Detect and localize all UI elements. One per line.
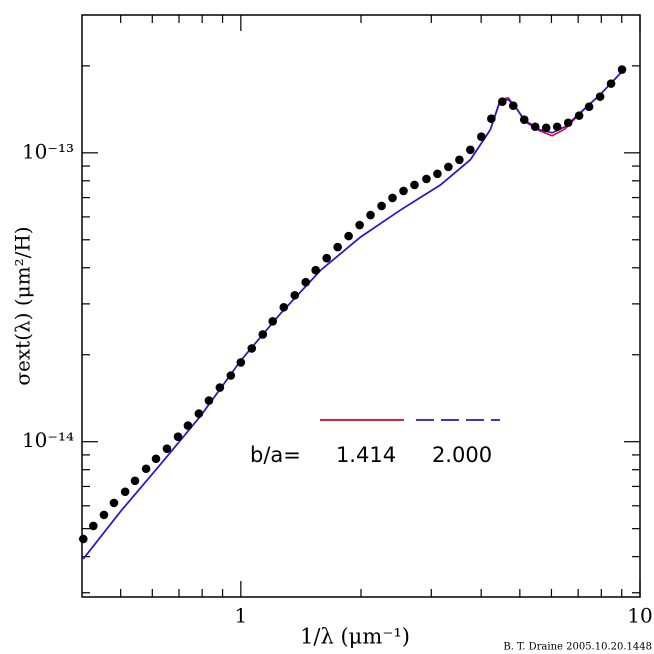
data-point xyxy=(519,115,529,125)
data-point xyxy=(333,242,342,252)
data-point xyxy=(109,498,119,508)
data-point xyxy=(606,79,616,88)
data-point xyxy=(617,65,627,74)
data-point xyxy=(99,510,109,520)
data-point xyxy=(268,317,278,326)
data-point xyxy=(595,92,605,101)
x-tick-label: 10 xyxy=(627,604,652,628)
credit: B. T. Draine 2005.10.20.1448 xyxy=(503,642,652,653)
data-point xyxy=(141,464,151,474)
data-point xyxy=(574,111,584,120)
legend-label: 1.414 xyxy=(336,443,396,467)
data-point xyxy=(388,193,397,203)
data-point xyxy=(552,122,562,132)
data-point xyxy=(563,118,573,128)
data-point xyxy=(173,432,183,441)
data-point xyxy=(120,487,130,497)
data-point xyxy=(301,277,311,287)
data-point xyxy=(322,253,332,263)
data-point xyxy=(487,114,496,123)
data-point xyxy=(236,358,246,367)
data-point xyxy=(279,302,289,312)
data-point xyxy=(290,290,300,300)
legend-label: 2.000 xyxy=(432,443,492,467)
data-point xyxy=(258,330,268,339)
data-point xyxy=(78,534,88,544)
data-point xyxy=(162,444,172,453)
data-point xyxy=(226,371,236,380)
data-point xyxy=(530,122,540,132)
data-point xyxy=(215,383,225,392)
data-point xyxy=(508,101,518,110)
data-point xyxy=(466,145,475,155)
x-tick-label: 1 xyxy=(234,604,247,628)
x-axis-label: 1/λ (μm⁻¹) xyxy=(300,625,410,649)
data-point xyxy=(584,102,594,112)
y-tick-label: 10⁻¹³ xyxy=(22,139,74,163)
data-point xyxy=(344,231,353,241)
data-point xyxy=(183,421,193,430)
data-point xyxy=(455,155,464,165)
data-point xyxy=(477,132,486,142)
legend-title: b/a= xyxy=(250,443,301,467)
y-tick-label: 10⁻¹⁴ xyxy=(22,428,74,452)
data-point xyxy=(410,180,419,190)
data-point xyxy=(377,201,386,211)
plot-frame xyxy=(81,14,641,598)
data-point xyxy=(444,162,453,172)
y-axis-label: σext(λ) (μm²/H) xyxy=(11,226,35,385)
data-point xyxy=(433,169,442,179)
data-point xyxy=(422,174,431,184)
data-point xyxy=(204,396,214,405)
data-point xyxy=(194,409,204,418)
data-point xyxy=(541,123,551,133)
data-point xyxy=(247,344,257,353)
data-point xyxy=(311,265,320,275)
data-point xyxy=(89,521,98,531)
data-point xyxy=(366,210,375,220)
data-point xyxy=(130,476,140,486)
data-point xyxy=(355,220,364,230)
data-point xyxy=(399,186,408,196)
data-point xyxy=(151,454,161,464)
data-point xyxy=(498,97,507,107)
